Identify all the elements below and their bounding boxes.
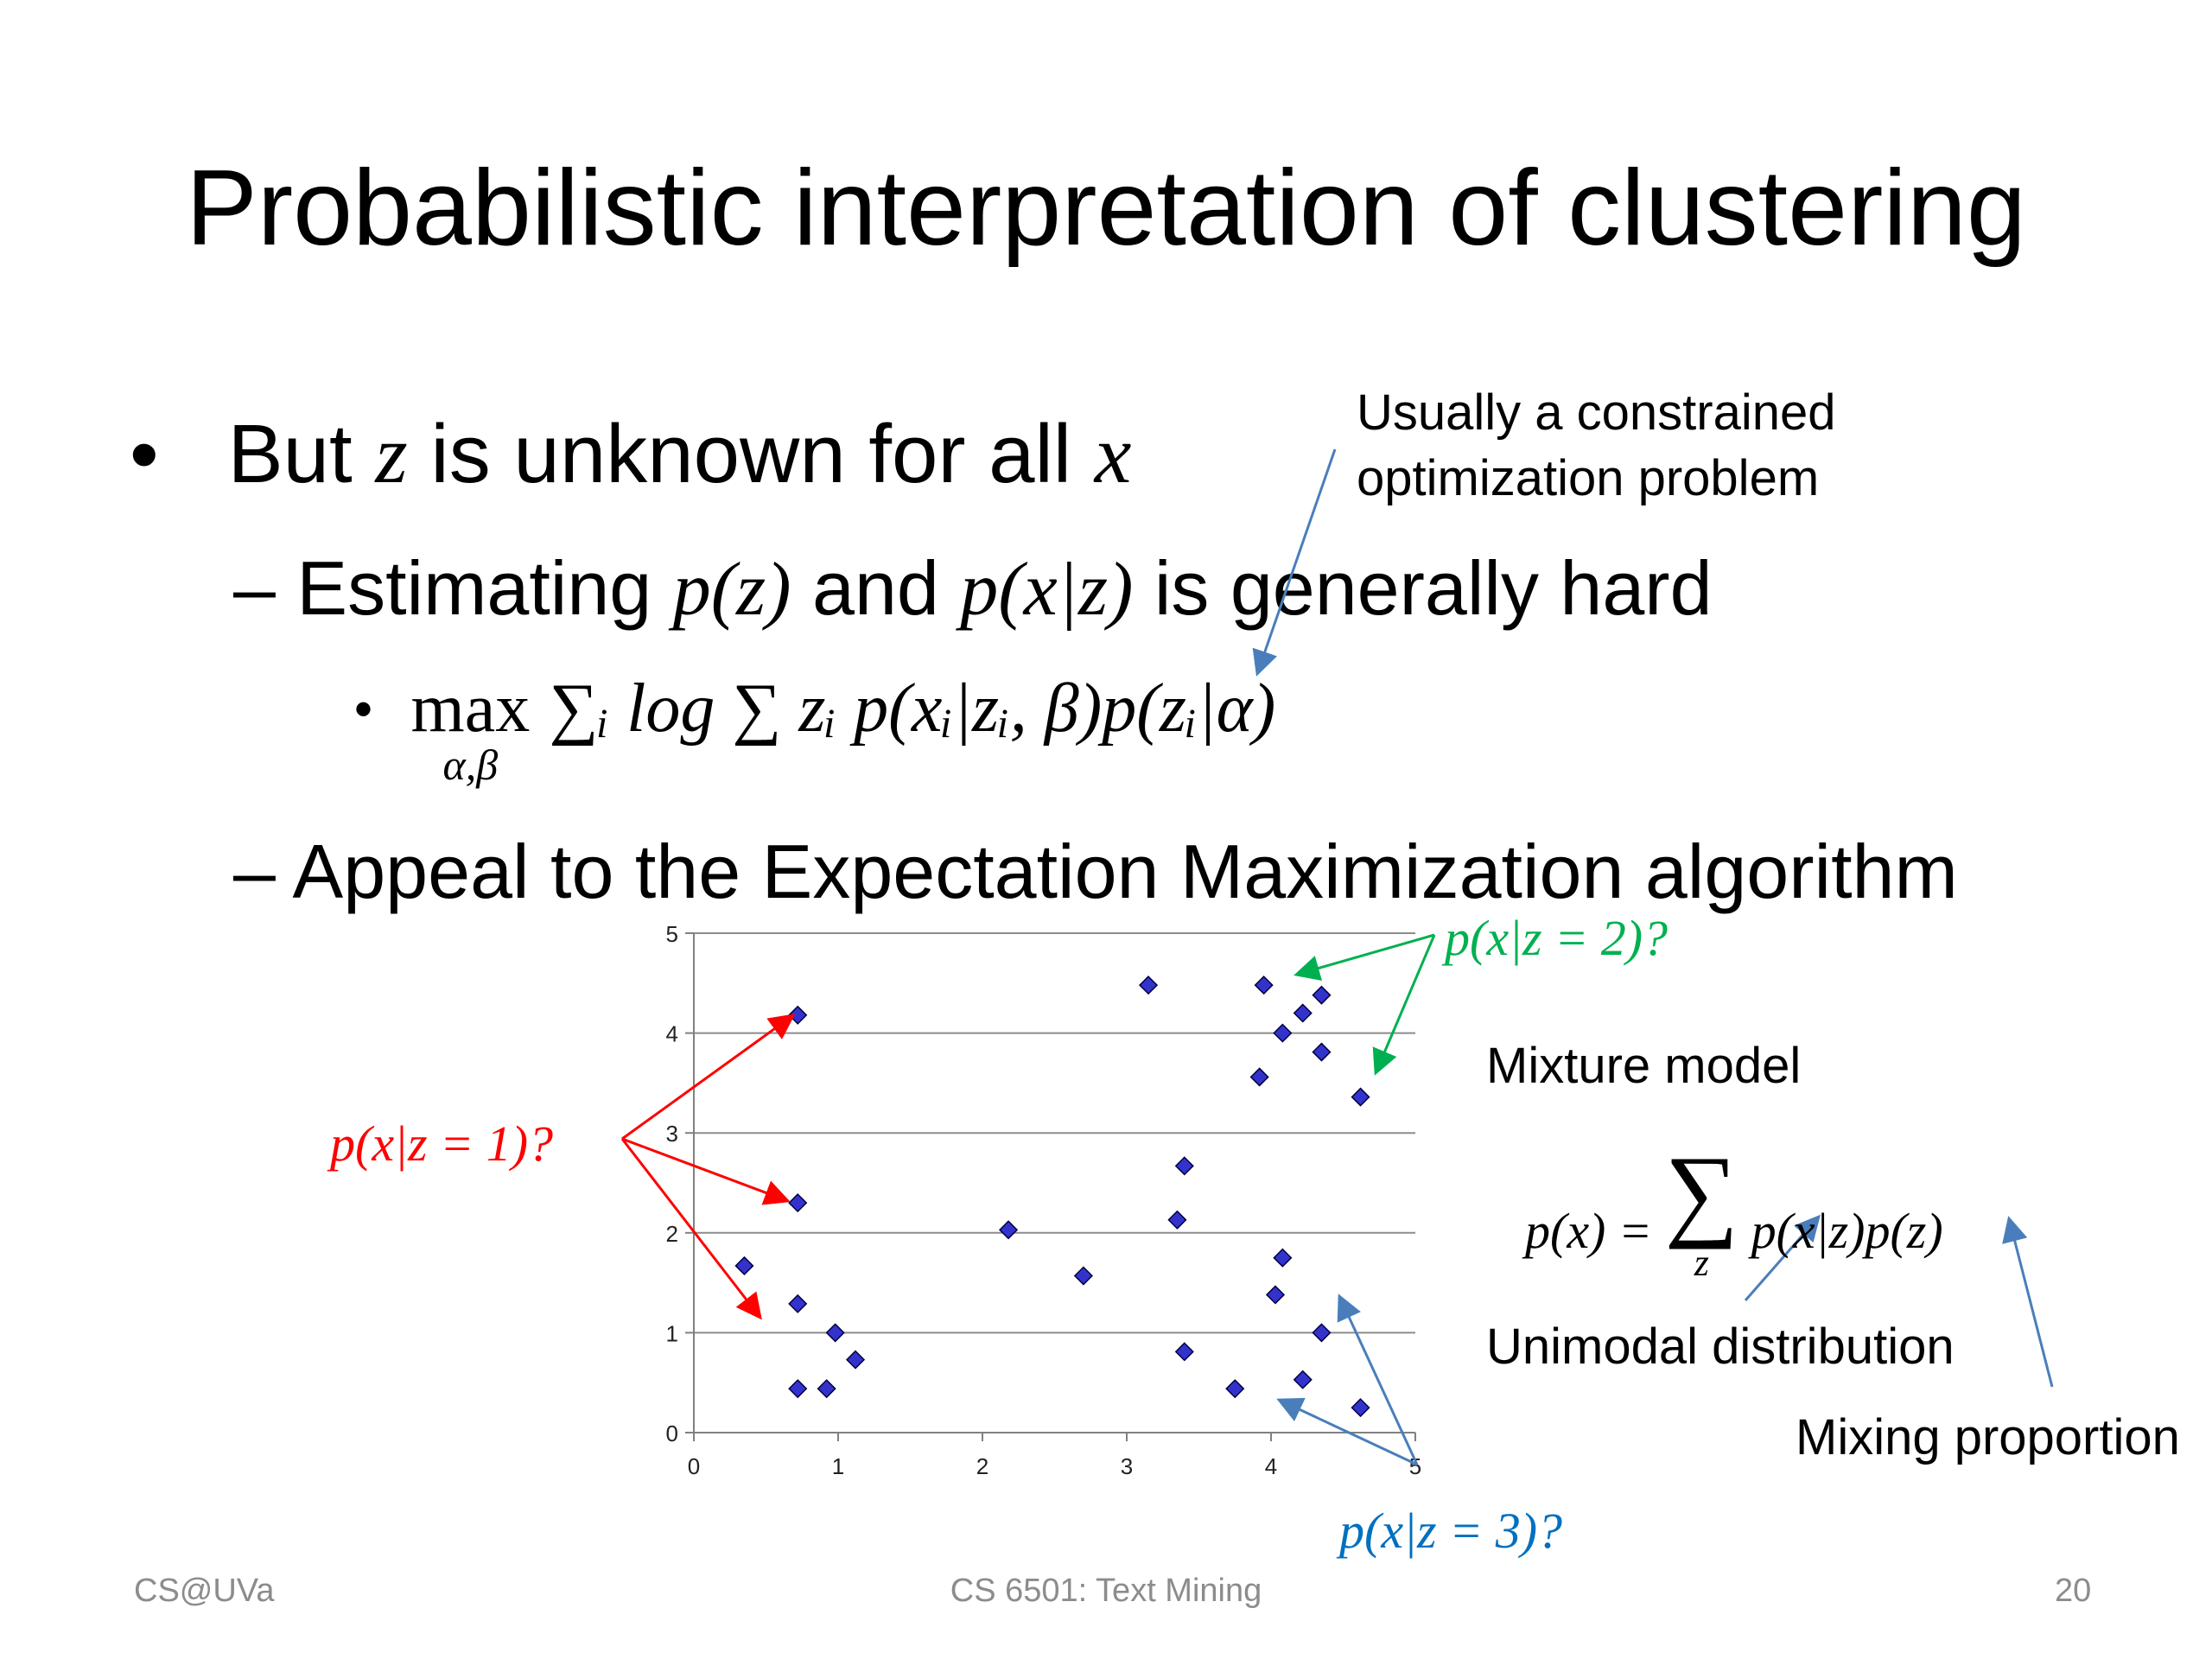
unimodal-label: Unimodal distribution: [1486, 1319, 1955, 1375]
data-point-10: [1138, 976, 1159, 995]
sub1-prefix: Estimating: [296, 545, 652, 631]
data-point-9: [1073, 1266, 1093, 1286]
y-tick-label-1: 1: [666, 1320, 678, 1346]
bullet-but-z-unknown: • But z is unknown for all x: [130, 406, 1131, 502]
objective-expression: ∑ᵢ log ∑ zᵢ p(xᵢ|zᵢ, β)p(zᵢ|α): [549, 671, 1276, 747]
bullet-dot: •: [130, 408, 159, 500]
label-cluster-3: p(x|z = 3)?: [1339, 1503, 1563, 1559]
sub1-math-pz: p(z): [672, 548, 791, 632]
data-point-20: [1312, 1042, 1332, 1062]
sum-operator: ∑ z: [1665, 1141, 1739, 1282]
mixture-rhs: p(x|z)p(z): [1751, 1203, 1943, 1260]
y-tick-label-0: 0: [666, 1421, 678, 1446]
data-point-11: [1174, 1156, 1194, 1176]
sum-sign: ∑: [1664, 1135, 1739, 1249]
bullet1-mid: is unknown for all: [430, 408, 1072, 500]
y-tick-label-5: 5: [666, 921, 678, 947]
note-line1: Usually a constrained: [1357, 385, 1836, 441]
y-tick-label-2: 2: [666, 1221, 678, 1247]
data-point-23: [1265, 1285, 1286, 1305]
data-point-24: [1312, 1323, 1332, 1343]
slide-title: Probabilistic interpretation of clusteri…: [186, 149, 2026, 268]
data-point-12: [1167, 1210, 1187, 1230]
sum-subscript: z: [1694, 1242, 1709, 1284]
x-tick-label-0: 0: [688, 1453, 700, 1479]
bullet-dot-small: •: [354, 680, 373, 738]
data-point-25: [1293, 1370, 1313, 1389]
data-point-26: [1351, 1398, 1370, 1418]
sub-bullet-estimating: – Estimating p(z) and p(x|z) is generall…: [233, 544, 1713, 633]
x-tick-label-2: 2: [976, 1453, 988, 1479]
data-point-19: [1312, 985, 1332, 1005]
x-tick-label-4: 4: [1265, 1453, 1277, 1479]
note-line2: optimization problem: [1357, 450, 1820, 506]
data-point-16: [1249, 1067, 1269, 1087]
footer-page-number: 20: [2055, 1573, 2092, 1609]
tick-labels: 0 1 2 3 4 5 0 1 2 3 4 5: [666, 921, 1422, 1479]
mixing-label: Mixing proportion: [1796, 1409, 2180, 1465]
data-point-4: [788, 1379, 808, 1399]
data-point-14: [1225, 1379, 1245, 1399]
mixture-model-title: Mixture model: [1486, 1038, 1802, 1094]
data-point-13: [1174, 1342, 1194, 1362]
x-tick-label-5: 5: [1409, 1453, 1421, 1479]
y-tick-label-3: 3: [666, 1121, 678, 1147]
bullet1-var-x: x: [1094, 408, 1132, 500]
footer-center: CS 6501: Text Mining: [950, 1573, 1262, 1609]
axes: [685, 932, 1416, 1441]
constraint-note: Usually a constrained optimization probl…: [1357, 380, 1836, 512]
bullet1-var-z: z: [375, 408, 408, 500]
sub1-suffix: is generally hard: [1154, 545, 1713, 631]
sub1-math-pxz: p(x|z): [960, 548, 1134, 632]
data-point-7: [845, 1350, 866, 1370]
dash: –: [233, 829, 276, 914]
label-cluster-1: p(x|z = 1)?: [330, 1116, 554, 1172]
footer-left: CS@UVa: [134, 1573, 275, 1609]
gridlines: [694, 932, 1415, 1334]
max-subscript: α,β: [442, 741, 499, 789]
data-point-0: [734, 1255, 754, 1276]
label-cluster-2: p(x|z = 2)?: [1445, 910, 1669, 966]
x-tick-label-3: 3: [1121, 1453, 1133, 1479]
sub2-text: Appeal to the Expectation Maximization a…: [292, 829, 1958, 914]
max-operator: max α,β: [410, 674, 530, 786]
data-point-22: [1273, 1248, 1293, 1268]
data-point-5: [825, 1323, 845, 1343]
y-tick-label-4: 4: [666, 1021, 678, 1047]
mixture-formula: p(x) = ∑ z p(x|z)p(z): [1525, 1141, 1943, 1282]
dash: –: [233, 545, 276, 631]
data-point-3: [788, 1294, 808, 1313]
sub1-and: and: [812, 545, 939, 631]
data-point-21: [1351, 1087, 1370, 1107]
sub-bullet-em: – Appeal to the Expectation Maximization…: [233, 828, 1958, 916]
x-tick-label-1: 1: [832, 1453, 844, 1479]
formula-line: • max α,β ∑ᵢ log ∑ zᵢ p(xᵢ|zᵢ, β)p(zᵢ|α): [354, 674, 1275, 786]
data-point-18: [1293, 1003, 1313, 1023]
data-point-17: [1273, 1023, 1293, 1043]
max-word: max: [410, 671, 531, 747]
data-point-15: [1254, 976, 1274, 995]
data-points: [734, 976, 1370, 1418]
data-point-8: [998, 1220, 1019, 1240]
annotation-arrows: [620, 448, 2054, 1466]
mixture-lhs: p(x) =: [1525, 1203, 1653, 1260]
data-point-6: [817, 1379, 836, 1399]
bullet1-prefix: But: [227, 408, 353, 500]
data-point-2: [788, 1193, 808, 1213]
